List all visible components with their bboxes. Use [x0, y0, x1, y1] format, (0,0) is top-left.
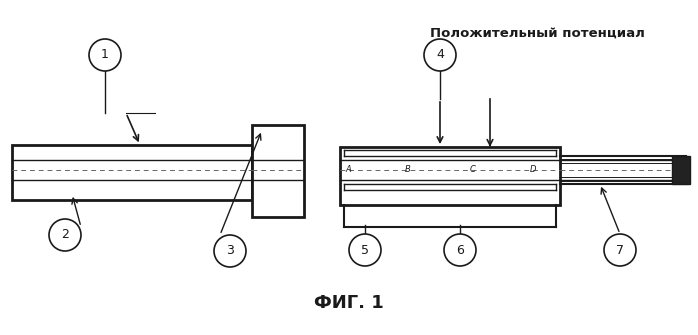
- Bar: [672, 156, 690, 184]
- Text: 5: 5: [361, 244, 369, 257]
- Text: 6: 6: [456, 244, 464, 257]
- Text: C: C: [470, 165, 476, 175]
- Text: ФИГ. 1: ФИГ. 1: [314, 294, 384, 312]
- Text: 3: 3: [226, 245, 234, 258]
- Bar: [12, 145, 252, 200]
- Bar: [252, 125, 304, 217]
- Text: 7: 7: [616, 244, 624, 257]
- Circle shape: [424, 39, 456, 71]
- Circle shape: [214, 235, 246, 267]
- Text: B: B: [405, 165, 410, 175]
- Text: 2: 2: [61, 228, 69, 242]
- Circle shape: [349, 234, 381, 266]
- Text: A: A: [345, 165, 351, 175]
- Circle shape: [604, 234, 636, 266]
- Circle shape: [49, 219, 81, 251]
- Circle shape: [444, 234, 476, 266]
- Text: 1: 1: [101, 49, 109, 62]
- Text: 4: 4: [436, 49, 444, 62]
- Circle shape: [89, 39, 121, 71]
- Text: D: D: [530, 165, 537, 175]
- Text: Положительный потенциал: Положительный потенциал: [430, 26, 645, 40]
- Bar: [340, 147, 560, 205]
